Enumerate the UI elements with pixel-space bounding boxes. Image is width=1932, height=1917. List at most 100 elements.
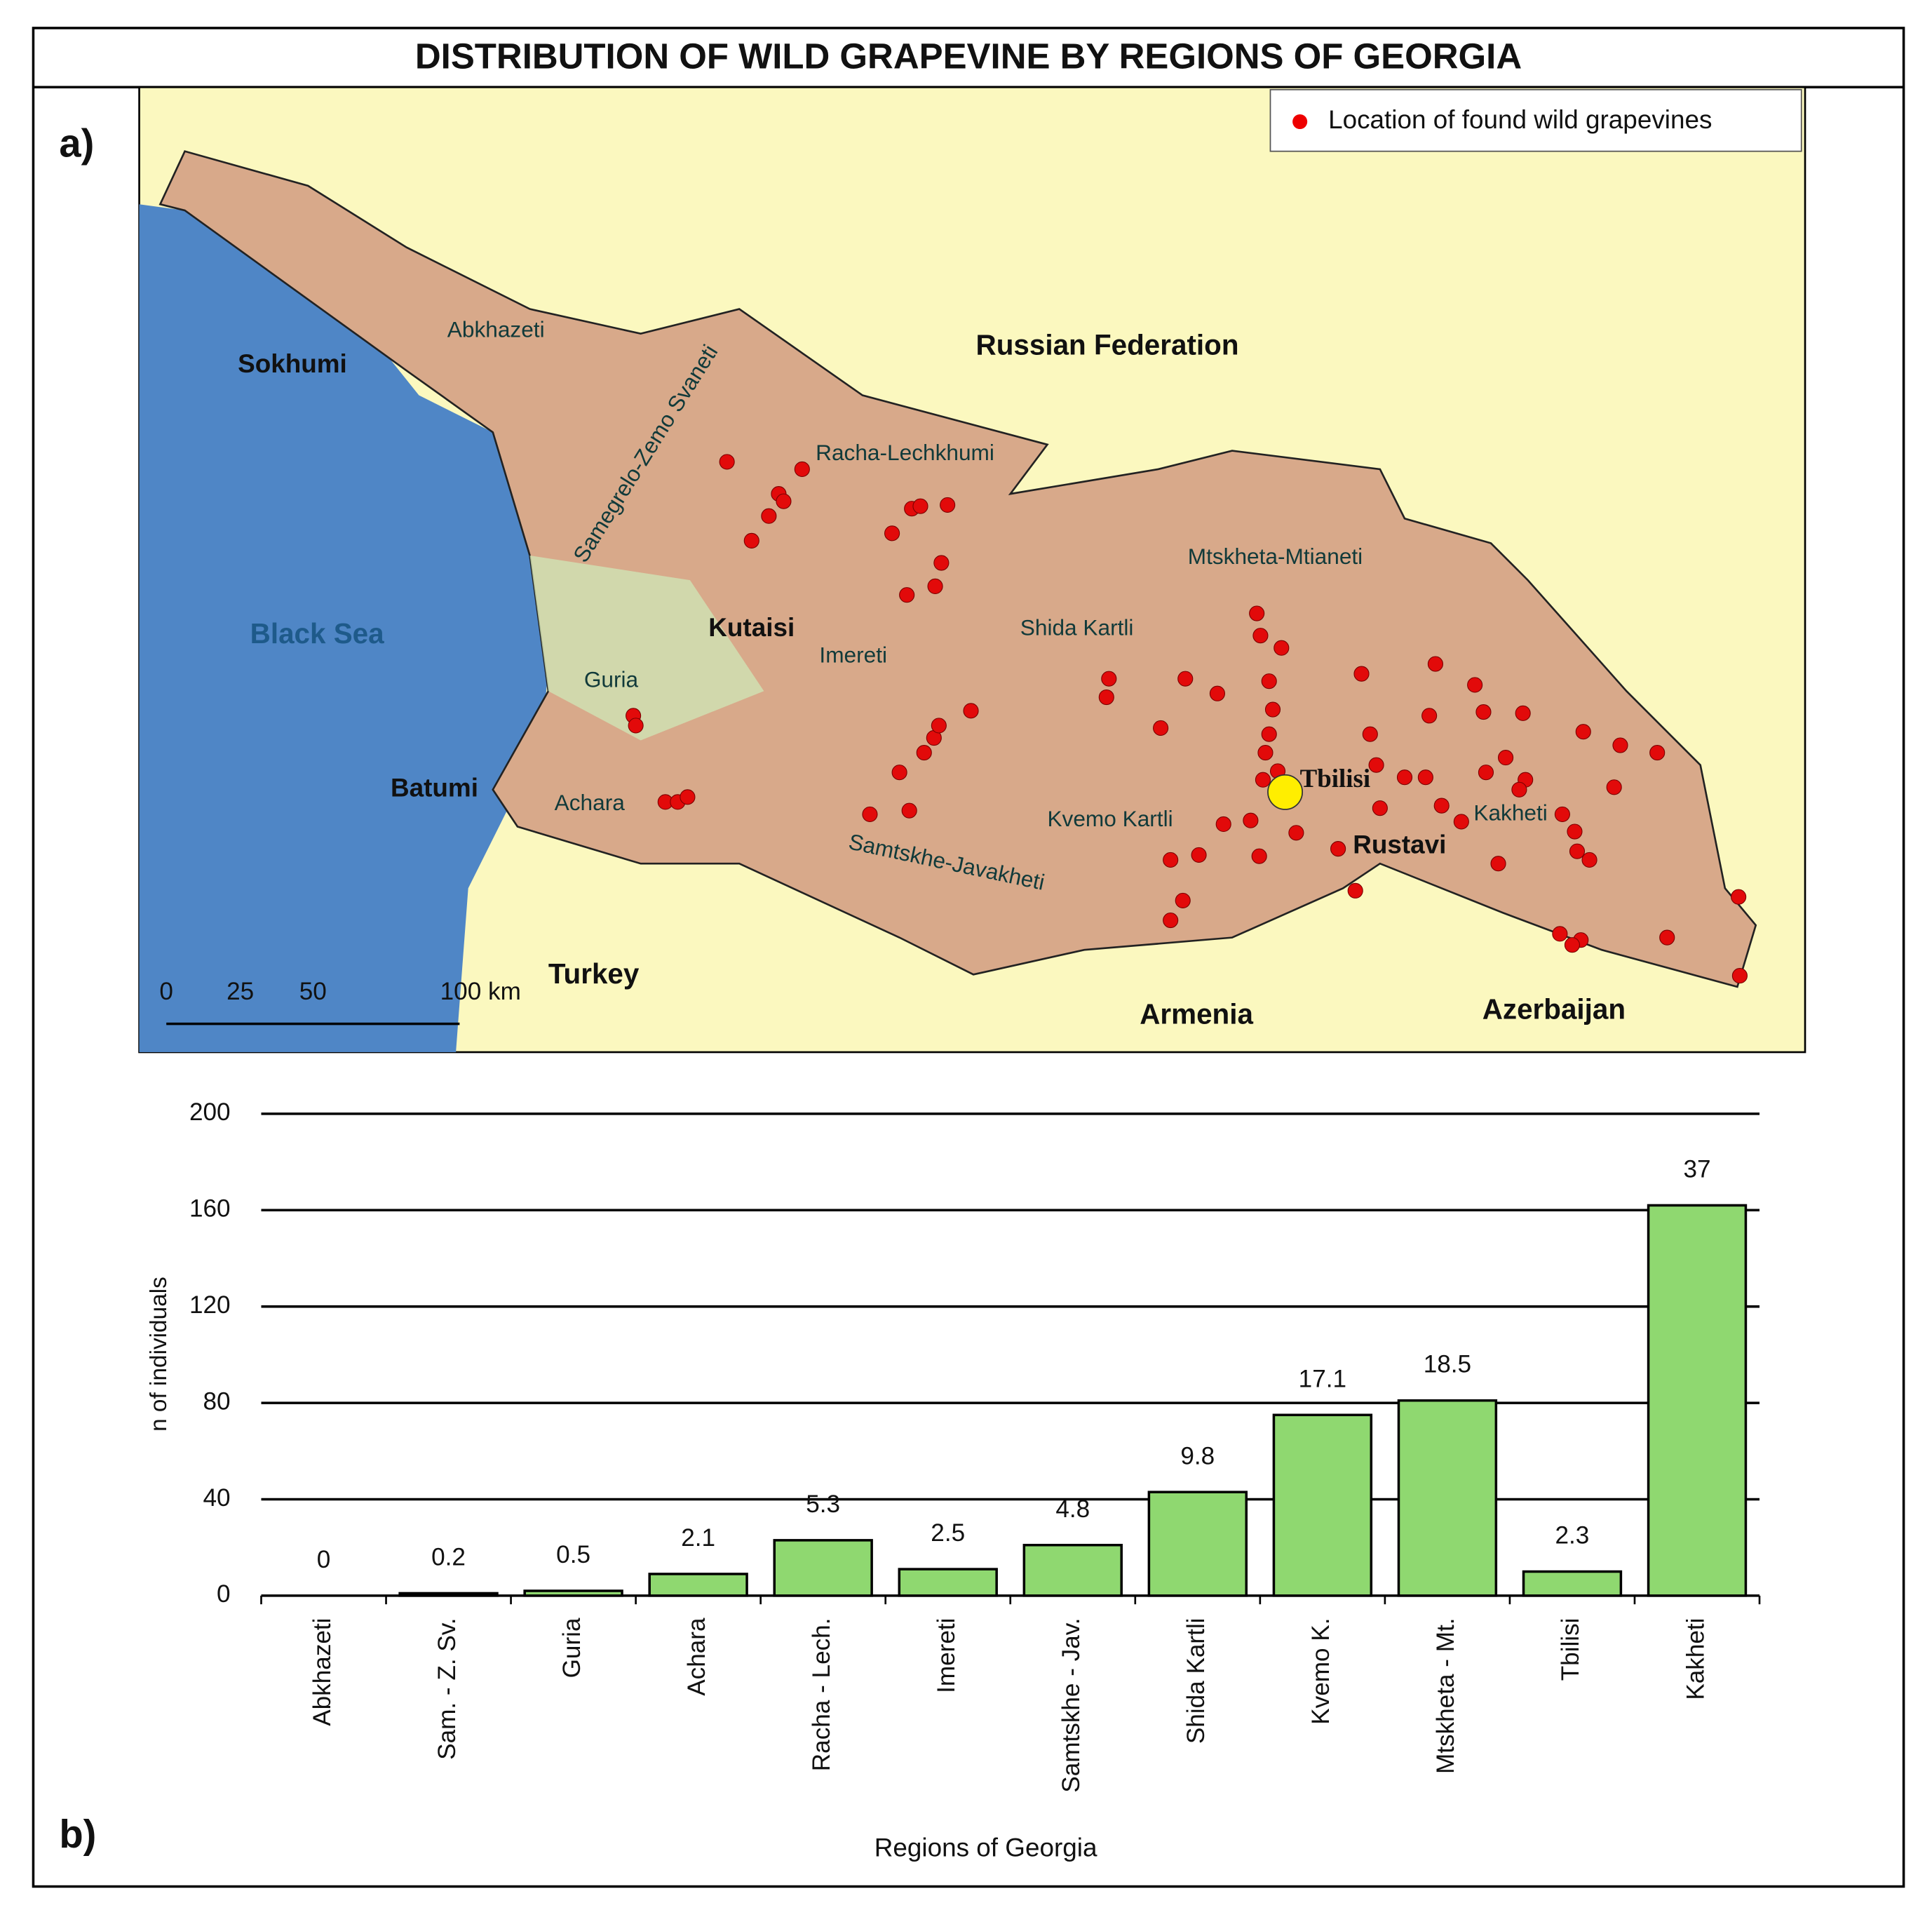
location-dot [1581,852,1597,868]
location-dot [1251,848,1267,864]
data-label: 17.1 [1299,1365,1346,1392]
location-dot [927,578,943,594]
location-dot [1478,765,1494,781]
bar [1647,1204,1748,1597]
locations [626,454,1748,984]
map-label: Kvemo Kartli [1047,806,1173,831]
data-label: 18.5 [1424,1351,1471,1378]
location-dot [1243,812,1259,828]
location-dot [1575,724,1591,740]
location-dot [1264,701,1281,718]
x-tick-label: Kakheti [1682,1618,1709,1700]
location-dot [940,497,956,513]
location-dot [1417,769,1433,786]
location-dot [1330,841,1346,857]
y-axis-label: n of individuals [146,1277,172,1432]
map-label: Guria [584,667,639,692]
location-dot [1215,816,1231,833]
location-dot [899,587,915,603]
bar [773,1539,873,1597]
legend-label: Location of found wild grapevines [1328,105,1712,134]
map-label: Batumi [391,774,478,802]
x-tick-label: Tbilisi [1557,1618,1584,1681]
location-dot [719,454,735,470]
map-label: Racha-Lechkhumi [816,440,994,465]
map-label: Sokhumi [238,349,347,378]
location-dot [1257,745,1274,761]
location-dot [862,806,878,822]
map-label: Kutaisi [708,613,795,642]
map: Location of found wild grapevines Sokhum… [138,86,1806,1054]
outer-frame [32,27,1905,1888]
bar [1522,1570,1623,1597]
location-dot [1252,628,1269,644]
data-label: 0 [317,1546,331,1573]
scale-label: 50 [299,978,327,1005]
x-tick-label: Shida Kartli [1182,1618,1210,1744]
data-label: 2.3 [1555,1522,1590,1549]
location-dot [916,745,932,761]
y-tick-label: 120 [189,1291,231,1319]
data-label: 2.1 [681,1524,715,1552]
location-dot [1569,843,1586,859]
location-dot [1467,677,1483,693]
location-dot [912,498,928,514]
location-dot [1498,750,1514,766]
location-dot [901,802,917,819]
location-dot [1731,968,1748,984]
data-label: 9.8 [1180,1442,1215,1469]
location-dot [1153,720,1169,736]
data-label: 5.3 [806,1491,840,1518]
legend-dot [1292,114,1308,130]
sea [139,204,548,1053]
map-label: Rustavi [1353,830,1446,859]
panel-label: b) [59,1812,96,1856]
location-dot [1731,889,1747,905]
location-dot [1249,605,1265,621]
bar [1147,1491,1248,1597]
location-dot [1255,772,1271,788]
bar [1022,1543,1123,1597]
location-dot [680,789,696,805]
y-tick-label: 40 [203,1484,230,1512]
location-dot [931,718,947,734]
y-tick-label: 200 [189,1098,231,1126]
x-tick-label: Sam. - Z. Sv. [433,1618,461,1760]
data-label: 2.5 [931,1519,965,1547]
bar [648,1573,748,1597]
x-tick-label: Samtskhe - Jav. [1058,1618,1085,1793]
location-dot [1353,666,1370,682]
map-label: Black Sea [250,617,384,650]
map-label: Imereti [819,642,887,667]
location-dot [761,508,777,524]
location-dot [1362,726,1378,742]
location-dot [1175,892,1191,908]
location-dot [1098,689,1114,706]
y-tick-label: 160 [189,1195,231,1223]
x-tick-label: Abkhazeti [309,1618,336,1726]
bar [523,1589,623,1597]
map-label: Abkhazeti [447,317,545,342]
bar [1397,1399,1498,1597]
data-label: 4.8 [1055,1495,1090,1523]
location-dot [1433,798,1450,814]
location-dot [1490,856,1506,872]
location-dot [1552,926,1568,942]
location-dot [1453,814,1469,830]
location-dot [963,703,979,719]
location-dot [1567,823,1583,840]
location-dot [891,765,907,781]
data-label: 0.5 [556,1541,590,1568]
map-label: Turkey [548,957,640,990]
x-tick-label: Mtskheta - Mt. [1432,1618,1459,1775]
x-tick-label: Guria [558,1617,586,1678]
location-dot [1368,757,1384,773]
location-dot [1163,852,1179,868]
location-dot [1101,671,1117,687]
bar [398,1592,499,1597]
y-tick-label: 80 [203,1387,230,1415]
bar [1272,1413,1373,1597]
location-dot [1606,779,1622,795]
